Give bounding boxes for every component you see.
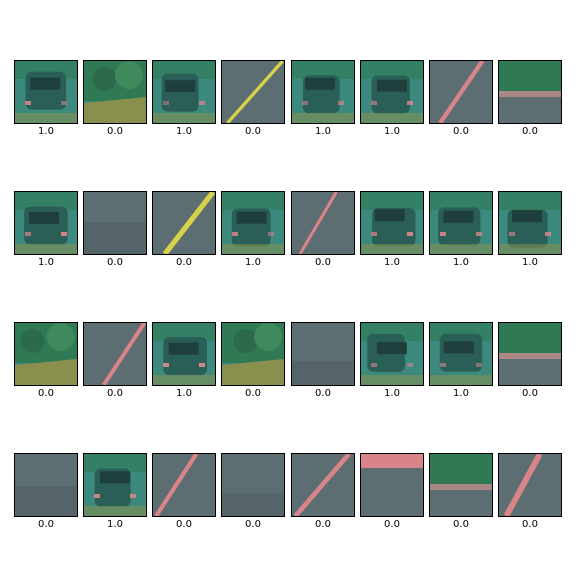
thumbnail-image [83, 60, 147, 124]
thumbnail-cell: 0.0 [429, 453, 493, 537]
thumbnail-cell: 0.0 [14, 453, 78, 537]
thumbnail-label: 1.0 [245, 257, 261, 268]
thumbnail-image [360, 60, 424, 124]
thumbnail-label: 1.0 [522, 257, 538, 268]
thumbnail-label: 0.0 [38, 388, 54, 399]
thumbnail-label: 1.0 [176, 126, 192, 137]
thumbnail-label: 0.0 [107, 126, 123, 137]
thumbnail-image [14, 60, 78, 124]
thumbnail-cell: 0.0 [83, 60, 147, 144]
thumbnail-cell: 0.0 [360, 453, 424, 537]
thumbnail-cell: 1.0 [291, 60, 355, 144]
thumbnail-label: 0.0 [315, 388, 331, 399]
thumbnail-label: 0.0 [522, 126, 538, 137]
thumbnail-image [429, 453, 493, 517]
thumbnail-label: 0.0 [315, 257, 331, 268]
thumbnail-image [498, 191, 562, 255]
thumbnail-cell: 1.0 [221, 191, 285, 275]
thumbnail-image [429, 191, 493, 255]
thumbnail-image [152, 191, 216, 255]
thumbnail-image [221, 60, 285, 124]
thumbnail-cell: 1.0 [498, 191, 562, 275]
thumbnail-cell: 0.0 [498, 322, 562, 406]
thumbnail-image [291, 453, 355, 517]
thumbnail-cell: 1.0 [83, 453, 147, 537]
thumbnail-cell: 0.0 [429, 60, 493, 144]
thumbnail-cell: 0.0 [14, 322, 78, 406]
thumbnail-image [83, 453, 147, 517]
thumbnail-image [152, 453, 216, 517]
thumbnail-image [498, 322, 562, 386]
thumbnail-label: 1.0 [384, 257, 400, 268]
thumbnail-image [221, 322, 285, 386]
thumbnail-cell: 0.0 [291, 322, 355, 406]
thumbnail-image [152, 322, 216, 386]
thumbnail-cell: 0.0 [221, 453, 285, 537]
thumbnail-image [291, 191, 355, 255]
thumbnail-label: 0.0 [107, 257, 123, 268]
thumbnail-label: 0.0 [453, 519, 469, 530]
thumbnail-cell: 1.0 [360, 322, 424, 406]
thumbnail-label: 0.0 [522, 388, 538, 399]
thumbnail-image [498, 60, 562, 124]
thumbnail-label: 0.0 [245, 388, 261, 399]
thumbnail-cell: 0.0 [83, 191, 147, 275]
thumbnail-label: 0.0 [107, 388, 123, 399]
thumbnail-label: 0.0 [245, 519, 261, 530]
thumbnail-label: 1.0 [384, 126, 400, 137]
thumbnail-label: 0.0 [176, 257, 192, 268]
thumbnail-image [360, 322, 424, 386]
thumbnail-image [360, 453, 424, 517]
thumbnail-label: 1.0 [315, 126, 331, 137]
thumbnail-cell: 0.0 [221, 322, 285, 406]
thumbnail-cell: 0.0 [291, 191, 355, 275]
thumbnail-label: 1.0 [384, 388, 400, 399]
thumbnail-label: 1.0 [107, 519, 123, 530]
thumbnail-image [291, 60, 355, 124]
thumbnail-image [221, 191, 285, 255]
thumbnail-label: 0.0 [315, 519, 331, 530]
thumbnail-image [429, 322, 493, 386]
thumbnail-image [14, 453, 78, 517]
thumbnail-image [83, 191, 147, 255]
thumbnail-cell: 0.0 [221, 60, 285, 144]
thumbnail-label: 0.0 [176, 519, 192, 530]
thumbnail-cell: 1.0 [14, 191, 78, 275]
thumbnail-cell: 1.0 [14, 60, 78, 144]
thumbnail-image [14, 322, 78, 386]
thumbnail-cell: 1.0 [360, 60, 424, 144]
thumbnail-label: 0.0 [453, 126, 469, 137]
thumbnail-cell: 0.0 [83, 322, 147, 406]
thumbnail-label: 0.0 [245, 126, 261, 137]
thumbnail-cell: 0.0 [498, 60, 562, 144]
thumbnail-label: 1.0 [453, 257, 469, 268]
thumbnail-cell: 1.0 [152, 322, 216, 406]
thumbnail-label: 0.0 [384, 519, 400, 530]
thumbnail-label: 1.0 [453, 388, 469, 399]
thumbnail-cell: 0.0 [498, 453, 562, 537]
thumbnail-cell: 1.0 [152, 60, 216, 144]
thumbnail-cell: 1.0 [360, 191, 424, 275]
thumbnail-cell: 1.0 [429, 191, 493, 275]
thumbnail-cell: 0.0 [152, 191, 216, 275]
thumbnail-label: 0.0 [38, 519, 54, 530]
thumbnail-image [291, 322, 355, 386]
thumbnail-label: 1.0 [176, 388, 192, 399]
thumbnail-image [360, 191, 424, 255]
thumbnail-label: 0.0 [522, 519, 538, 530]
thumbnail-image [221, 453, 285, 517]
thumbnail-image [14, 191, 78, 255]
thumbnail-cell: 0.0 [152, 453, 216, 537]
thumbnail-image [498, 453, 562, 517]
thumbnail-image [429, 60, 493, 124]
thumbnail-label: 1.0 [38, 257, 54, 268]
thumbnail-cell: 1.0 [429, 322, 493, 406]
thumbnail-image [152, 60, 216, 124]
thumbnail-image [83, 322, 147, 386]
thumbnail-cell: 0.0 [291, 453, 355, 537]
thumbnail-label: 1.0 [38, 126, 54, 137]
